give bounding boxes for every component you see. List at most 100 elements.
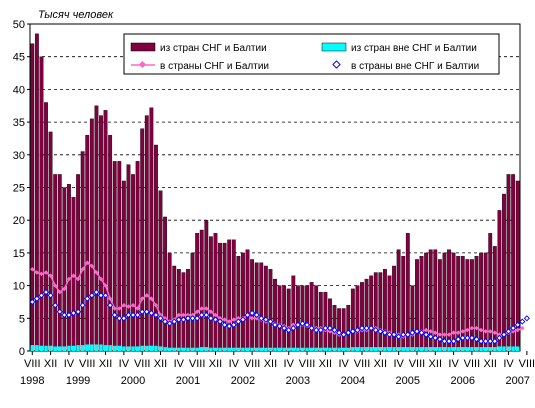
bar-series-0 [227, 239, 232, 352]
point-series-3 [235, 318, 242, 325]
point-series-3 [514, 321, 521, 328]
point-series-3 [459, 334, 466, 341]
bar-series-0 [135, 161, 140, 352]
point-series-3 [203, 311, 210, 319]
point-series-3 [491, 338, 498, 345]
bar-series-0 [419, 255, 424, 352]
bar-series-0 [94, 105, 99, 352]
bar-series-1 [300, 347, 305, 351]
bar-series-1 [268, 347, 273, 351]
x-tick-label: VIII [409, 358, 426, 370]
y-tick-label: 25 [13, 183, 25, 195]
bar-series-0 [140, 128, 145, 352]
bar-series-0 [497, 210, 502, 352]
bar-series-1 [58, 346, 62, 351]
point-series-2 [254, 316, 259, 321]
point-series-3 [436, 336, 443, 343]
point-series-2 [291, 322, 296, 328]
point-series-3 [445, 338, 453, 345]
bar-series-1 [35, 345, 39, 351]
bar-series-1 [181, 347, 186, 351]
point-series-2 [34, 270, 40, 275]
point-series-3 [116, 315, 123, 322]
point-series-3 [354, 327, 361, 334]
bar-series-1 [213, 347, 218, 351]
point-series-3 [505, 328, 512, 335]
point-series-2 [89, 263, 95, 269]
point-series-3 [267, 318, 274, 325]
bar-series-1 [195, 347, 199, 351]
point-series-2 [226, 319, 232, 324]
point-series-3 [377, 328, 384, 335]
bar-series-0 [502, 193, 506, 352]
point-series-3 [413, 328, 421, 335]
bar-series-1 [447, 347, 451, 351]
bar-series-1 [48, 345, 53, 351]
x-tick-label: XII [209, 358, 222, 370]
point-series-3 [427, 333, 434, 340]
bar-series-1 [85, 344, 89, 351]
point-series-3 [84, 295, 91, 302]
point-series-2 [236, 316, 241, 321]
bar-series-1 [204, 347, 209, 351]
point-series-2 [423, 327, 429, 333]
x-tick-label: VIII [244, 358, 261, 370]
bar-series-1 [511, 346, 515, 351]
bar-series-1 [305, 347, 309, 351]
y-tick-label: 30 [13, 150, 25, 162]
x-tick-label: IV [174, 358, 185, 370]
bar-series-0 [176, 269, 181, 352]
point-series-2 [194, 309, 200, 315]
bar-series-0 [350, 288, 355, 352]
point-series-3 [482, 338, 489, 345]
bar-series-1 [62, 346, 67, 351]
point-series-3 [326, 325, 333, 332]
bar-series-0 [236, 255, 241, 352]
bar-series-1 [76, 345, 80, 351]
point-series-2 [460, 329, 466, 334]
point-series-2 [222, 317, 227, 322]
year-label: 1999 [66, 375, 90, 387]
year-label: 2004 [341, 375, 365, 387]
bar-series-1 [497, 346, 502, 351]
point-series-3 [455, 336, 462, 343]
bar-series-1 [360, 347, 364, 351]
bar-series-1 [112, 345, 117, 351]
bar-series-1 [483, 347, 488, 351]
bar-series-1 [39, 345, 44, 351]
bar-series-0 [62, 187, 67, 352]
bar-series-1 [428, 347, 433, 351]
bar-series-1 [209, 347, 213, 351]
bar-series-0 [415, 259, 419, 352]
bar-series-0 [204, 220, 209, 352]
point-series-3 [294, 321, 301, 328]
point-series-2 [231, 317, 237, 322]
bar-series-0 [190, 252, 195, 352]
point-series-2 [43, 270, 49, 275]
point-series-3 [345, 329, 352, 336]
bar-series-0 [309, 282, 314, 352]
bar-series-0 [44, 102, 48, 352]
y-tick-label: 50 [13, 19, 25, 31]
point-series-3 [207, 315, 214, 322]
bar-series-1 [392, 347, 396, 351]
point-series-2 [437, 332, 443, 337]
bar-series-1 [332, 347, 337, 351]
bar-series-1 [140, 345, 144, 351]
point-series-3 [212, 316, 219, 323]
bar-series-0 [80, 151, 85, 352]
legend-label-series-1: из стран вне СНГ и Балтии [351, 43, 477, 54]
point-series-2 [158, 312, 163, 318]
point-series-3 [322, 325, 329, 332]
x-tick-label: VIII [134, 358, 151, 370]
point-series-3 [157, 315, 164, 322]
bar-series-1 [145, 345, 149, 351]
bar-series-1 [236, 347, 241, 351]
point-series-3 [230, 321, 237, 328]
bar-series-1 [190, 347, 195, 351]
bar-series-0 [85, 135, 90, 352]
year-label: 2002 [231, 375, 255, 387]
point-series-2 [433, 330, 438, 335]
point-series-3 [134, 311, 141, 319]
bar-series-1 [364, 347, 369, 351]
